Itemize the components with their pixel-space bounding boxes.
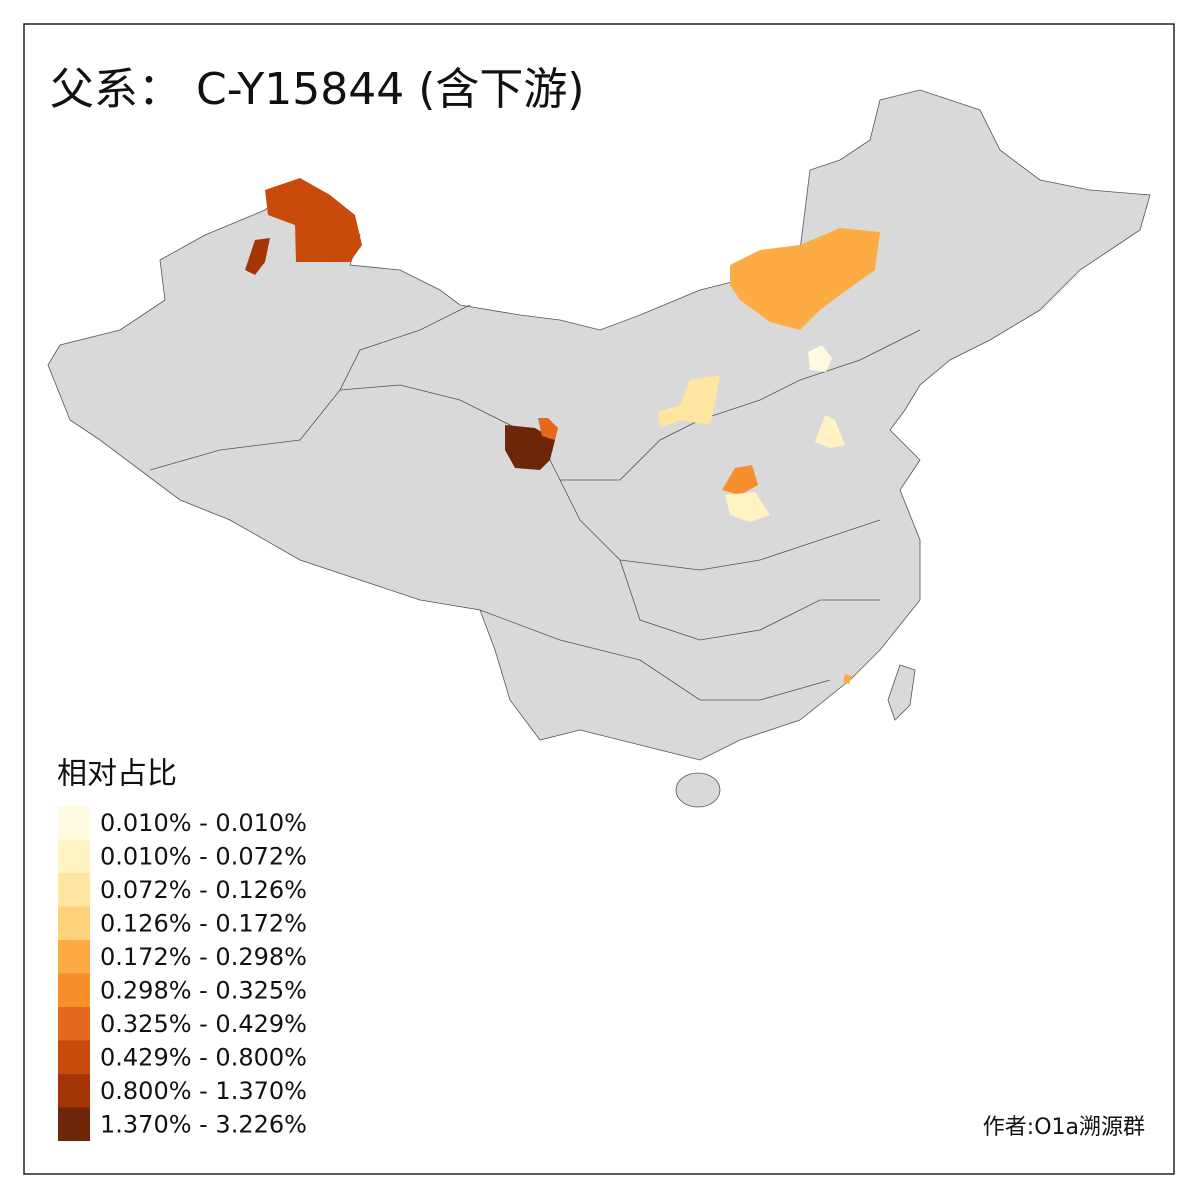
legend-label: 0.429% - 0.800%: [100, 1043, 307, 1071]
legend-swatch: [58, 973, 90, 1007]
legend-swatch: [58, 1007, 90, 1041]
region: [245, 238, 270, 275]
legend-label: 0.072% - 0.126%: [100, 876, 307, 904]
legend-swatch: [58, 906, 90, 940]
legend-title: 相对占比: [57, 757, 177, 792]
province-border: [149, 304, 471, 471]
hainan: [675, 772, 721, 808]
region: [722, 465, 758, 495]
region: [538, 418, 558, 440]
region: [265, 178, 362, 262]
highlighted-regions: [245, 178, 880, 684]
province-border: [339, 384, 881, 571]
legend-swatch: [58, 1040, 90, 1074]
province-border: [479, 609, 831, 701]
taiwan: [887, 664, 916, 721]
legend-swatch: [58, 839, 90, 873]
region: [808, 345, 832, 372]
legend-label: 0.010% - 0.010%: [100, 809, 307, 837]
legend: 0.010% - 0.010% 0.010% - 0.072% 0.072% - 0…: [58, 806, 307, 1141]
legend-label: 0.298% - 0.325%: [100, 976, 307, 1004]
frame: [23, 23, 1175, 1175]
province-border: [619, 559, 880, 641]
legend-swatch: [58, 1107, 90, 1141]
legend-label: 0.010% - 0.072%: [100, 842, 307, 870]
legend-swatch: [58, 873, 90, 907]
legend-swatch: [58, 806, 90, 840]
region: [730, 228, 880, 330]
region: [843, 674, 852, 684]
legend-label: 0.325% - 0.429%: [100, 1010, 307, 1038]
region: [505, 425, 555, 470]
legend-swatch: [58, 940, 90, 974]
legend-swatch: [58, 1074, 90, 1108]
legend-label: 0.800% - 1.370%: [100, 1077, 307, 1105]
map-title: 父系： C-Y15844 (含下游): [50, 64, 585, 115]
legend-label: 0.126% - 0.172%: [100, 909, 307, 937]
credit: 作者:O1a溯源群: [983, 1115, 1145, 1140]
legend-label: 0.172% - 0.298%: [100, 943, 307, 971]
region: [658, 375, 720, 428]
province-border: [560, 329, 921, 481]
region: [815, 415, 845, 448]
region: [725, 492, 770, 522]
legend-label: 1.370% - 3.226%: [100, 1110, 307, 1138]
